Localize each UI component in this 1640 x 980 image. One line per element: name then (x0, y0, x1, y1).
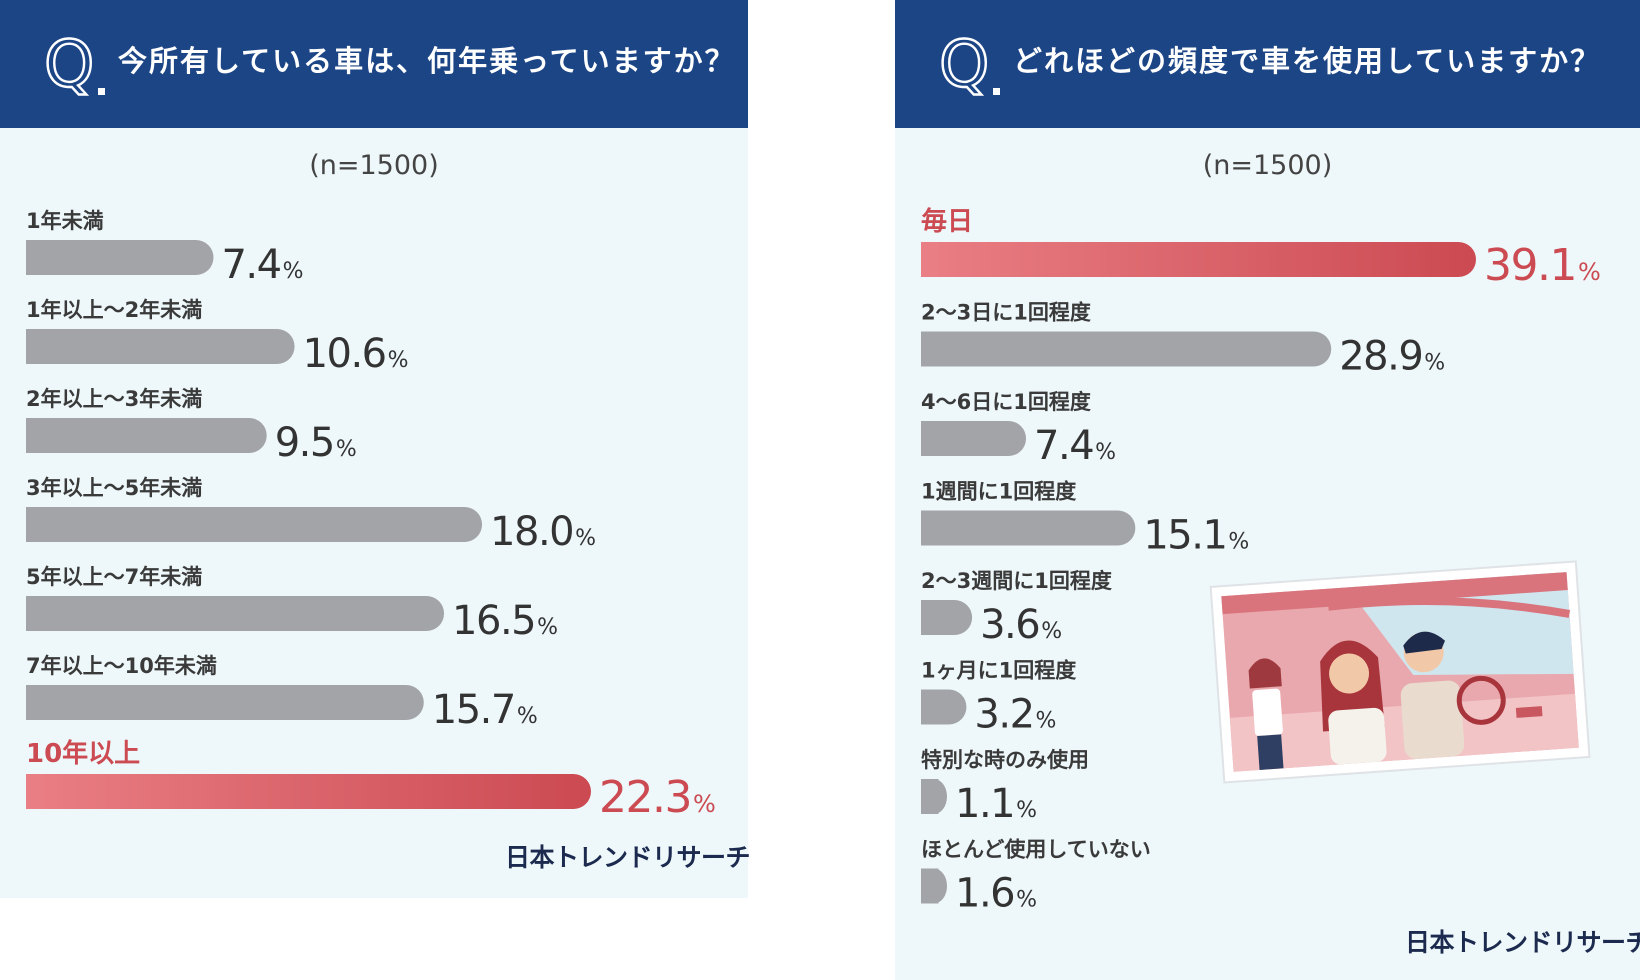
left-category-label: 1年以上～2年未満 (26, 298, 202, 322)
right-bar-left-edge (921, 779, 939, 814)
left-question-header: Q 今所有している車は、何年乗っていますか？ (0, 0, 748, 128)
right-bar-chart: 毎日 39.1% 2～3日に1回程度 28.9% 4～6日に1回程度 7.4% 1週間に1回… (921, 207, 1601, 917)
left-value-label: 15.7% (432, 687, 537, 733)
left-bar (26, 507, 483, 542)
right-bar (921, 331, 1332, 367)
left-panel: Q 今所有している車は、何年乗っていますか？ (n=1500) 1年未満 7.4%… (0, 0, 751, 898)
right-category-label: 2～3週間に1回程度 (921, 569, 1112, 593)
right-value-label: 3.6% (980, 602, 1061, 648)
right-bar-left-edge (921, 868, 939, 904)
left-value-label: 10.6% (303, 331, 408, 377)
right-bar (921, 421, 1027, 456)
right-q-glyph: Q (939, 28, 989, 98)
right-category-label: 1ヶ月に1回程度 (921, 659, 1076, 683)
left-value-label: 9.5% (275, 420, 356, 466)
left-sample-size: (n=1500) (309, 150, 439, 181)
right-question-header: Q どれほどの頻度で車を使用していますか？ (895, 0, 1640, 128)
right-panel: Q どれほどの頻度で車を使用していますか？ (n=1500) 毎日 39.1% 2～… (895, 0, 1640, 980)
left-bar-left-edge (26, 507, 44, 542)
left-bar-left-edge (26, 329, 44, 364)
right-bar-left-edge (921, 600, 939, 635)
right-category-label: 1週間に1回程度 (921, 480, 1076, 504)
right-value-label: 1.1% (955, 781, 1036, 827)
right-category-label: ほとんど使用していない (921, 838, 1151, 862)
left-value-label: 18.0% (490, 509, 595, 555)
left-question-text: 今所有している車は、何年乗っていますか？ (118, 44, 736, 78)
right-question-q-icon: Q (939, 28, 1001, 98)
right-bar (921, 242, 1476, 277)
right-bar-left-edge (921, 421, 939, 456)
left-question-q-icon: Q (44, 28, 106, 98)
left-value-label: 22.3% (599, 772, 715, 823)
left-bar (26, 240, 214, 275)
left-bar (26, 329, 295, 364)
left-category-label: 3年以上～5年未満 (26, 476, 202, 500)
right-value-label: 39.1% (1484, 240, 1600, 291)
right-bar-left-edge (921, 510, 939, 546)
right-category-label: 毎日 (921, 207, 973, 237)
right-value-label: 28.9% (1339, 334, 1444, 380)
left-bar (26, 418, 267, 453)
left-bar (26, 774, 591, 809)
left-category-label: 2年以上～3年未満 (26, 387, 202, 411)
left-value-label: 7.4% (221, 242, 302, 288)
right-category-label: 2～3日に1回程度 (921, 301, 1091, 325)
left-category-label: 10年以上 (26, 738, 140, 769)
right-category-label: 特別な時のみ使用 (921, 748, 1089, 772)
left-bar-left-edge (26, 418, 44, 453)
left-category-label: 7年以上～10年未満 (26, 654, 217, 678)
left-bar (26, 685, 424, 720)
left-brand-logo: 日本トレンドリサーチ (505, 843, 751, 872)
left-bar-chart: 1年未満 7.4% 1年以上～2年未満 10.6% 2年以上～3年未満 9.5% 3年以上～… (26, 209, 716, 823)
car-driving-illustration (1203, 556, 1595, 786)
right-value-label: 1.6% (955, 871, 1036, 917)
left-bar-left-edge (26, 240, 44, 275)
left-bar-left-edge (26, 596, 44, 631)
left-value-label: 16.5% (452, 598, 557, 644)
right-bar-left-edge (921, 242, 939, 277)
left-q-glyph: Q (44, 28, 94, 98)
right-value-label: 7.4% (1034, 423, 1115, 469)
right-bar-left-edge (921, 331, 939, 367)
left-category-label: 1年未満 (26, 209, 104, 233)
right-brand-logo: 日本トレンドリサーチ (1405, 928, 1640, 957)
right-value-label: 3.2% (974, 692, 1055, 738)
right-sample-size: (n=1500) (1202, 150, 1333, 181)
left-bar (26, 596, 445, 631)
left-bar-left-edge (26, 685, 44, 720)
left-category-label: 5年以上～7年未満 (26, 565, 202, 589)
right-bar (921, 510, 1136, 546)
left-bar-left-edge (26, 774, 44, 809)
right-bar-left-edge (921, 689, 939, 725)
right-question-text: どれほどの頻度で車を使用していますか？ (1013, 44, 1602, 78)
right-category-label: 4～6日に1回程度 (921, 390, 1091, 414)
right-value-label: 15.1% (1143, 513, 1248, 559)
